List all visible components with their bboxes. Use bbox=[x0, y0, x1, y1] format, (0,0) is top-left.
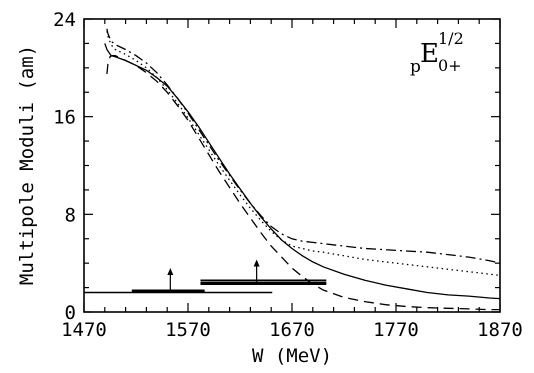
x-tick-label: 1470 bbox=[61, 319, 107, 341]
x-tick-label: 1670 bbox=[269, 319, 315, 341]
annotation-sup: 1/2 bbox=[438, 29, 464, 48]
y-tick-label: 16 bbox=[53, 107, 76, 129]
multipole-annotation: p E 1/2 0+ bbox=[410, 29, 464, 77]
annotation-pre: p bbox=[410, 57, 421, 77]
resonance-band-layer bbox=[84, 259, 327, 294]
series-line-dash-dot bbox=[106, 28, 500, 264]
x-axis-title: W (MeV) bbox=[252, 345, 332, 367]
series-line-dashed bbox=[106, 54, 500, 311]
resonance-arrowhead bbox=[167, 268, 174, 276]
annotation-main: E bbox=[420, 39, 439, 69]
y-tick-label: 8 bbox=[65, 204, 76, 226]
y-tick-label: 0 bbox=[65, 302, 76, 324]
x-tick-label: 1770 bbox=[373, 319, 419, 341]
x-tick-label: 1570 bbox=[165, 319, 211, 341]
tick-layer: 1470 1570 1670 1770 1870 0 8 16 24 bbox=[53, 9, 523, 341]
y-axis-title: Multipole Moduli (am) bbox=[16, 45, 38, 285]
y-tick-label: 24 bbox=[53, 9, 76, 31]
x-tick-label: 1870 bbox=[477, 319, 523, 341]
resonance-arrowhead bbox=[253, 259, 260, 267]
annotation-sub: 0+ bbox=[438, 56, 462, 75]
